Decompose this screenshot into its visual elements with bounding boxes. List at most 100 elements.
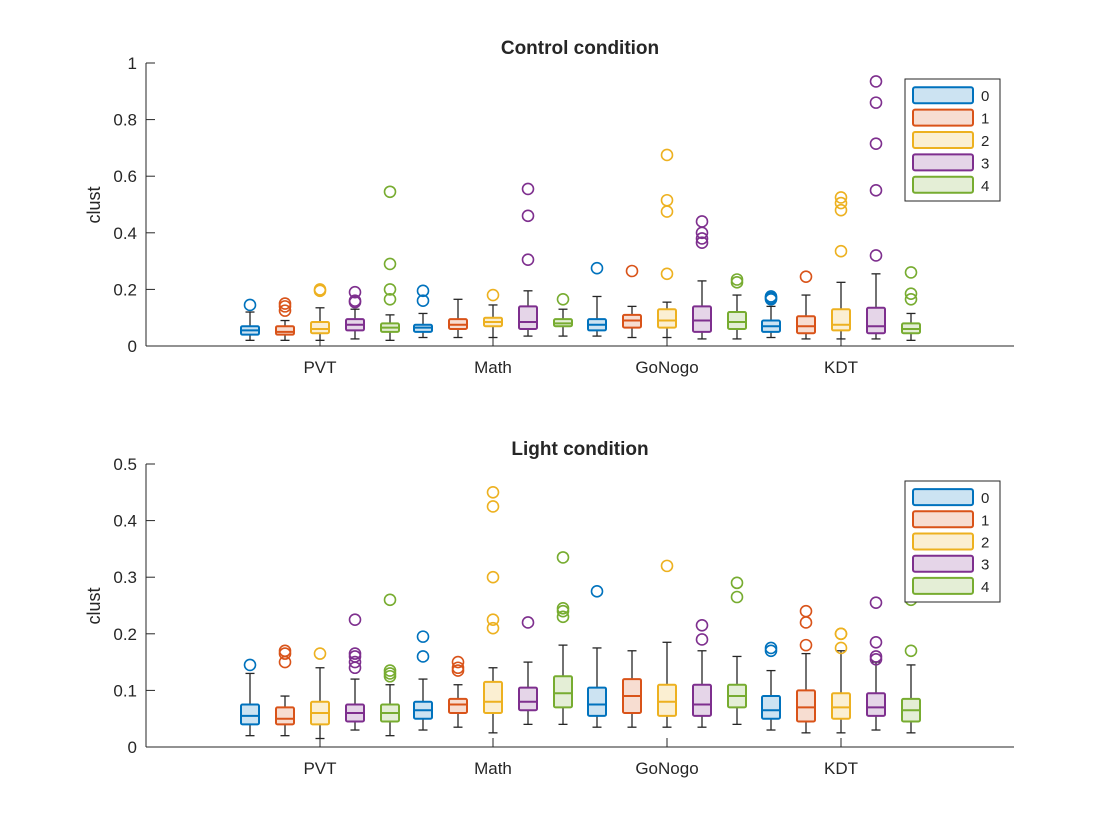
box-math-series-0 <box>413 630 433 731</box>
legend-item-2: 2 <box>912 131 989 150</box>
outlier-point <box>486 288 500 302</box>
box-math-series-3 <box>518 182 538 337</box>
legend-item-0: 0 <box>912 86 989 105</box>
box-body <box>518 686 538 712</box>
outlier-point <box>869 184 883 197</box>
legend: 0 1 2 3 4 <box>904 480 1001 603</box>
box-math-series-2 <box>483 485 503 734</box>
light-condition-panel: Light condition clust 0 0.1 0.2 0.3 0.4 0.5 PV… <box>84 439 1014 778</box>
box-math-series-2 <box>483 288 503 339</box>
box-pvt-series-2 <box>310 647 330 740</box>
box-body <box>483 680 503 715</box>
box-kdt-series-3 <box>866 75 886 340</box>
x-tick-label: KDT <box>824 759 858 778</box>
outlier-point <box>556 293 570 306</box>
legend-label: 0 <box>981 490 989 507</box>
outlier-point <box>383 283 397 296</box>
box-gonogo-series-1 <box>622 650 642 728</box>
box-gonogo-series-3 <box>692 215 712 340</box>
outlier-point <box>278 297 292 310</box>
box-math-series-3 <box>518 616 538 726</box>
outlier-point <box>486 621 500 635</box>
box-pvt-series-4 <box>380 185 400 341</box>
box-kdt-series-1 <box>796 604 816 734</box>
outlier-point <box>904 287 918 300</box>
legend-item-3: 3 <box>912 554 989 574</box>
legend-swatch <box>912 86 974 105</box>
box-math-series-1 <box>448 655 468 728</box>
y-tick-label: 0.6 <box>113 167 137 186</box>
box-body <box>692 305 712 333</box>
legend-swatch <box>912 131 974 149</box>
outlier-point <box>869 596 883 609</box>
outlier-point <box>869 75 883 88</box>
outlier-point <box>799 616 813 629</box>
outlier-point <box>764 290 778 303</box>
box-kdt-series-2 <box>831 191 851 340</box>
legend-label: 0 <box>981 88 989 105</box>
box-kdt-series-1 <box>796 270 816 340</box>
box-kdt-series-3 <box>866 596 886 731</box>
legend-label: 3 <box>981 155 989 172</box>
outlier-point <box>313 647 327 660</box>
legend-label: 4 <box>981 579 989 596</box>
y-tick-label: 0.4 <box>113 224 137 243</box>
box-kdt-series-0 <box>761 290 781 339</box>
legend-box <box>904 480 1001 603</box>
x-tick-label: GoNogo <box>635 759 698 778</box>
outlier-point <box>486 570 500 584</box>
outlier-point <box>799 270 813 283</box>
outlier-point <box>730 273 744 286</box>
outlier-point <box>521 616 535 629</box>
x-tick-label: Math <box>474 358 512 377</box>
outlier-point <box>695 236 709 250</box>
box-body <box>796 315 816 335</box>
outlier-point <box>278 644 292 658</box>
box-pvt-series-3 <box>345 613 365 731</box>
legend-item-4: 4 <box>912 175 989 195</box>
outlier-point <box>348 655 362 669</box>
control-condition-panel: Control condition clust 0 0.2 0.4 0.6 0.8 1 PV… <box>84 38 1014 377</box>
outlier-point <box>521 209 535 223</box>
outlier-point <box>869 137 883 150</box>
outlier-point <box>799 604 813 618</box>
outlier-point <box>660 193 674 207</box>
legend-swatch <box>912 488 974 507</box>
y-tick-label: 0.4 <box>113 512 137 531</box>
outlier-point <box>486 485 500 499</box>
box-pvt-series-4 <box>380 593 400 737</box>
legend-swatch <box>912 576 974 595</box>
box-body <box>275 706 295 726</box>
outlier-point <box>904 293 918 306</box>
legend-label: 2 <box>981 133 989 150</box>
box-math-series-4 <box>553 551 573 726</box>
x-tick-label: PVT <box>303 759 336 778</box>
y-axis-label: clust <box>84 186 104 223</box>
legend-swatch <box>912 510 974 529</box>
box-kdt-series-4 <box>901 593 921 734</box>
outlier-point <box>834 196 848 210</box>
x-tick-label: Math <box>474 759 512 778</box>
box-body <box>275 325 295 336</box>
outlier-point <box>799 638 813 652</box>
chart-title: Control condition <box>501 38 659 59</box>
outlier-point <box>348 285 362 299</box>
outlier-point <box>695 232 709 245</box>
outlier-point <box>695 215 709 228</box>
outlier-point <box>834 244 848 258</box>
outlier-point <box>348 613 362 626</box>
y-tick-label: 0.8 <box>113 111 137 130</box>
outlier-point <box>348 294 362 308</box>
outlier-point <box>904 266 918 279</box>
box-body <box>657 683 677 717</box>
outlier-point <box>486 500 500 513</box>
outlier-point <box>590 585 604 598</box>
legend-item-1: 1 <box>912 510 989 529</box>
legend-label: 1 <box>981 111 989 128</box>
legend-item-4: 4 <box>912 576 989 596</box>
x-tick-label: PVT <box>303 358 336 377</box>
box-math-series-0 <box>413 284 433 339</box>
legend-box <box>904 78 1001 202</box>
box-body <box>692 683 712 717</box>
legend-swatch <box>912 532 974 551</box>
